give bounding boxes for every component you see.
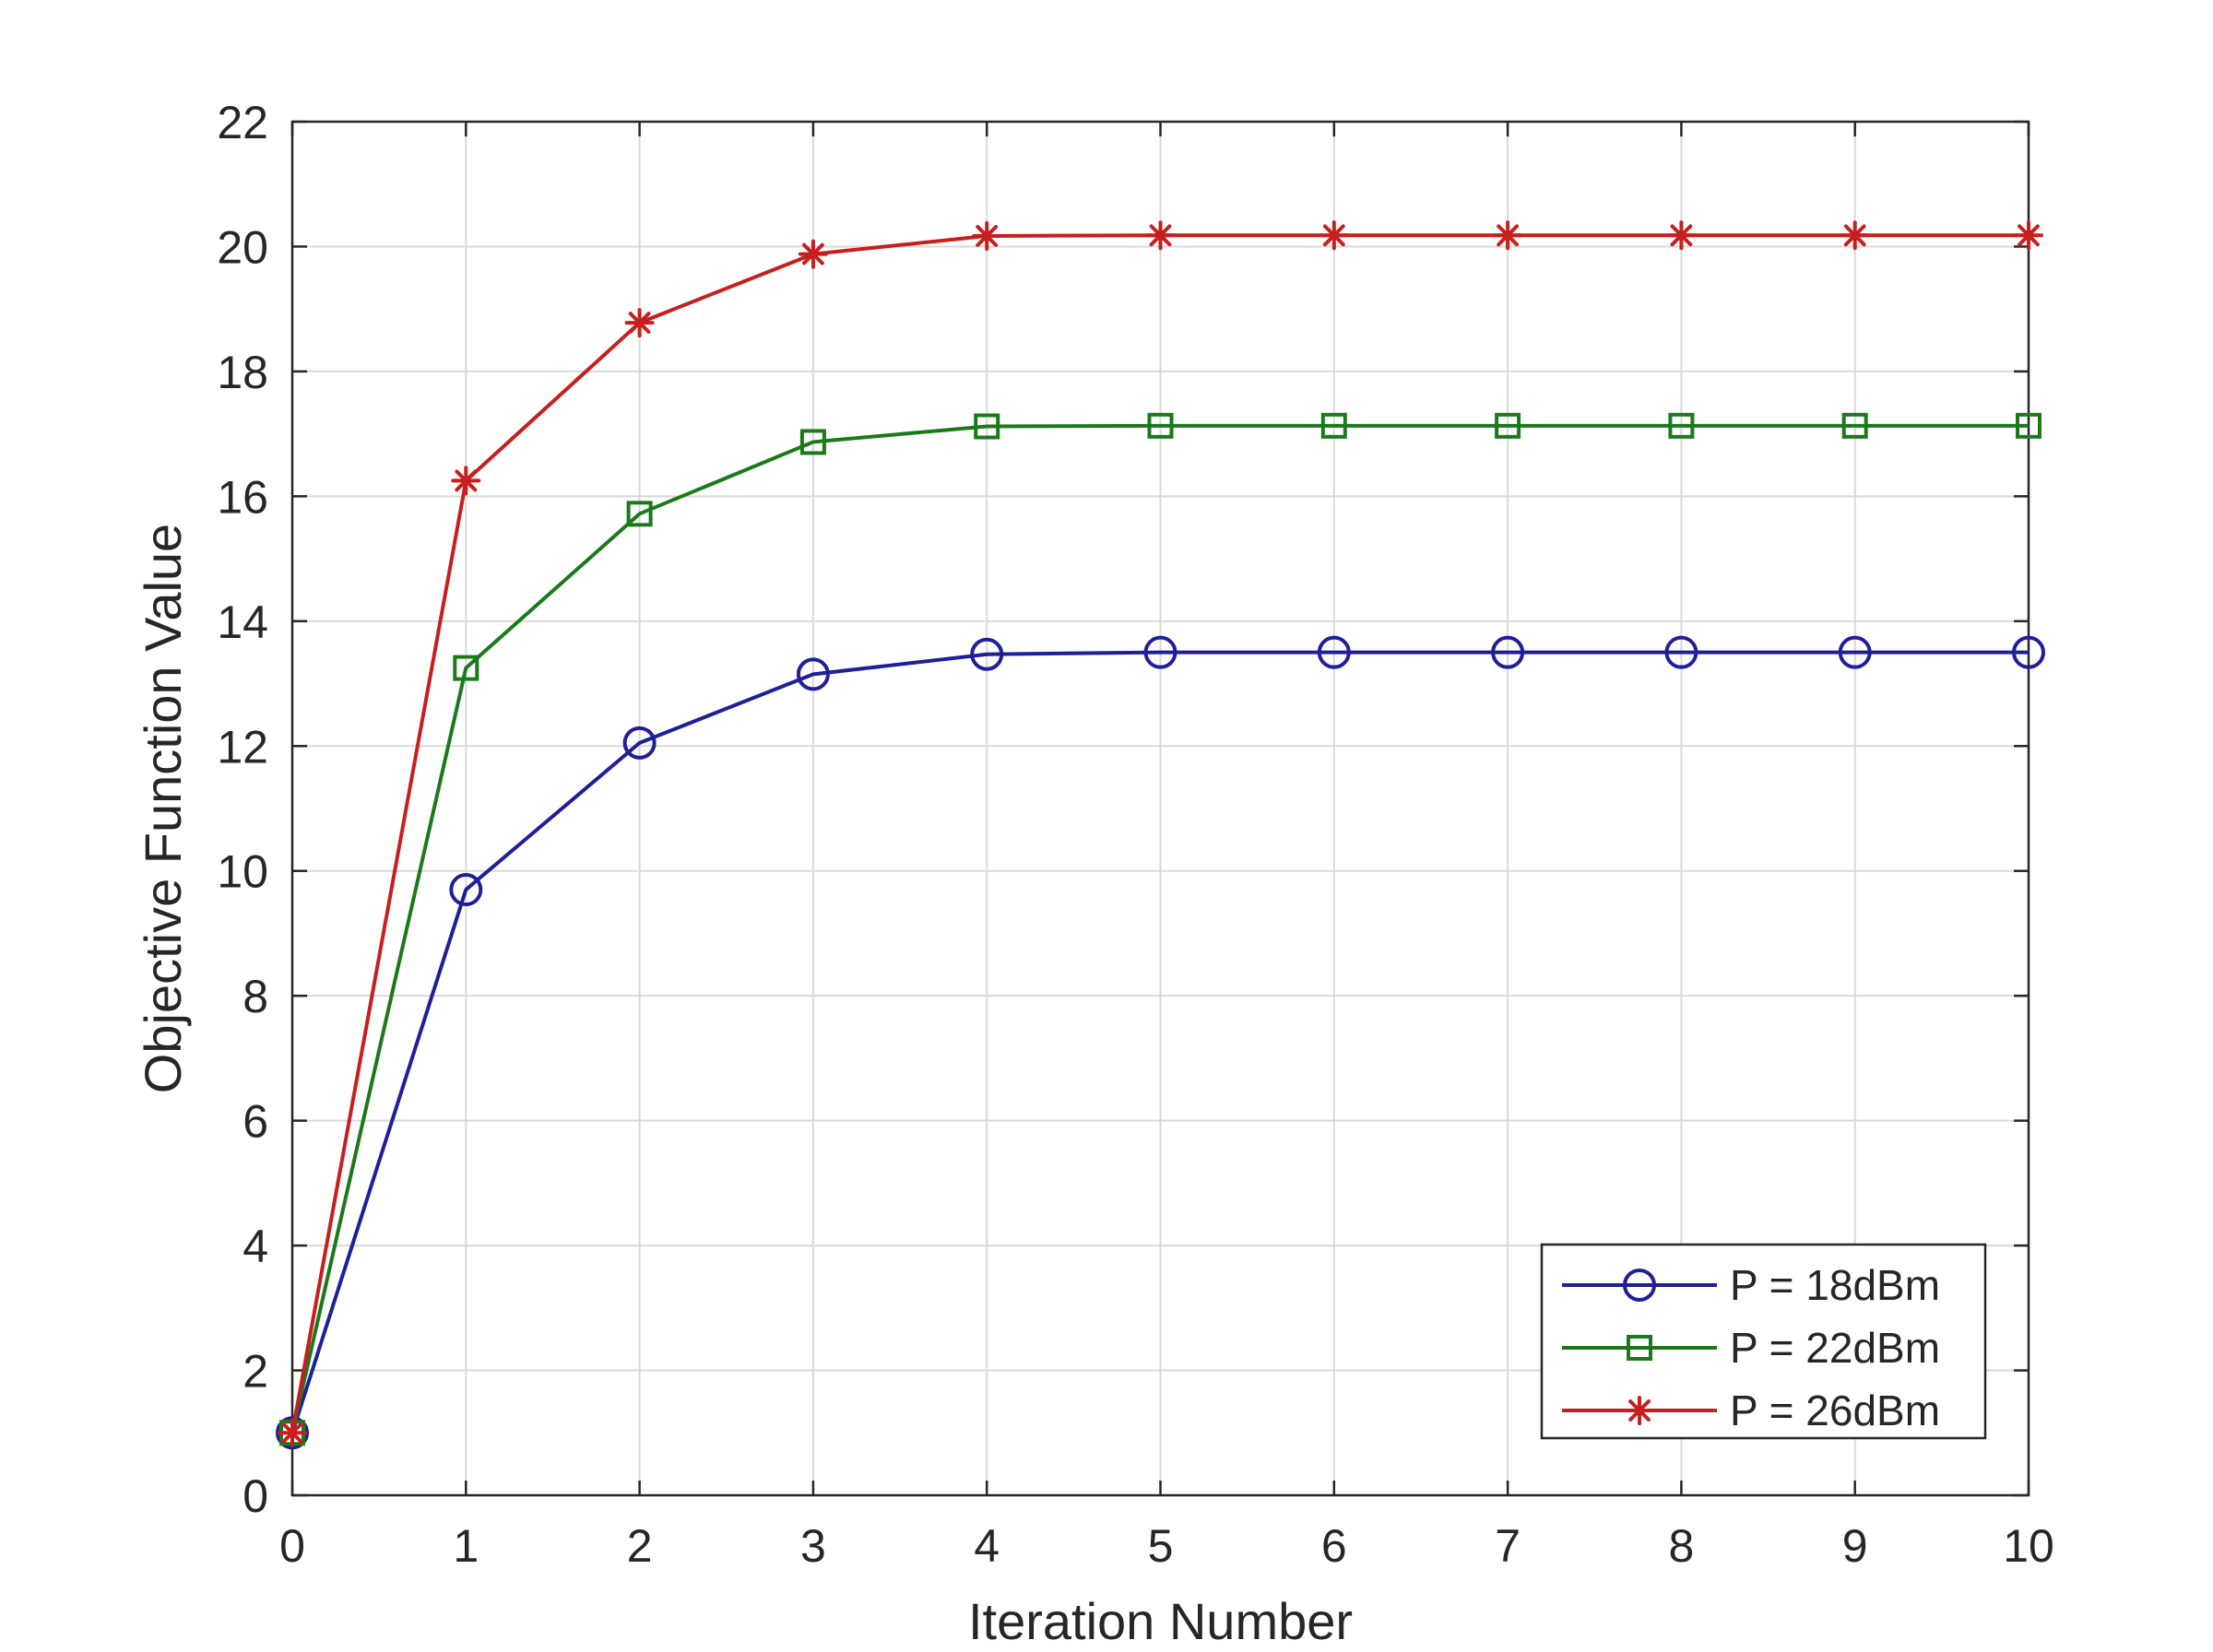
data-point-asterisk	[1666, 220, 1697, 251]
data-point-asterisk	[972, 220, 1002, 251]
data-point-circle	[449, 873, 483, 907]
data-point-circle	[1491, 635, 1525, 669]
y-tick-label: 6	[243, 1096, 268, 1148]
data-point-square	[974, 413, 1000, 440]
legend-label: P = 22dBm	[1730, 1324, 1940, 1372]
y-tick-label: 0	[243, 1470, 268, 1522]
data-point-square	[2016, 412, 2041, 439]
legend-label: P = 26dBm	[1730, 1386, 1940, 1434]
series-line	[290, 423, 2029, 1434]
data-point-circle	[2012, 635, 2045, 669]
data-point-circle	[1664, 635, 1698, 669]
x-axis-label: Iteration Number	[968, 1592, 1353, 1650]
legend-item: P = 26dBm	[1562, 1386, 1940, 1434]
data-point-asterisk	[798, 239, 828, 269]
y-tick-label: 14	[217, 596, 268, 648]
y-tick-label: 22	[217, 97, 268, 148]
series-3	[278, 220, 2043, 1448]
data-point-circle	[796, 657, 830, 691]
data-point-square	[1495, 412, 1521, 439]
y-tick-label: 4	[243, 1221, 268, 1272]
y-tick-label: 8	[243, 971, 268, 1022]
x-tick-label: 0	[279, 1520, 305, 1572]
data-point-asterisk	[1840, 220, 1870, 251]
data-point-square	[799, 429, 826, 455]
data-point-square	[1841, 412, 1868, 439]
series-group	[276, 220, 2045, 1450]
data-point-square	[1147, 412, 1174, 439]
data-point-asterisk	[278, 1418, 307, 1448]
data-point-circle	[1838, 635, 1872, 669]
x-tick-label: 10	[2003, 1520, 2054, 1572]
data-point-square	[1668, 412, 1695, 439]
series-line	[290, 650, 2029, 1434]
y-tick-label: 10	[217, 846, 268, 898]
legend-marker-circle	[1623, 1268, 1656, 1302]
legend-marker-asterisk	[1625, 1396, 1654, 1425]
data-point-asterisk	[2014, 220, 2043, 251]
x-tick-label: 8	[1668, 1520, 1694, 1572]
x-tick-label: 9	[1842, 1520, 1868, 1572]
x-tick-label: 5	[1148, 1520, 1174, 1572]
data-point-circle	[1317, 635, 1351, 669]
y-tick-label: 16	[217, 471, 268, 523]
data-point-asterisk	[1145, 220, 1176, 251]
y-tick-label: 20	[217, 221, 268, 273]
data-point-asterisk	[1319, 220, 1349, 251]
y-axis-label: Objective Function Value	[134, 524, 192, 1093]
legend-label: P = 18dBm	[1730, 1261, 1940, 1309]
x-tick-label: 3	[800, 1520, 826, 1572]
data-point-circle	[622, 726, 657, 760]
x-tick-label: 6	[1321, 1520, 1347, 1572]
y-tick-label: 2	[243, 1346, 268, 1398]
y-tick-label: 18	[217, 347, 268, 398]
legend: P = 18dBm P = 22dBm P = 26dBm	[1540, 1243, 1987, 1440]
x-tick-label: 2	[627, 1520, 653, 1572]
x-tick-label: 7	[1495, 1520, 1521, 1572]
data-point-circle	[1143, 635, 1178, 669]
legend-box	[1540, 1243, 1987, 1440]
legend-item: P = 22dBm	[1562, 1324, 1940, 1372]
y-tick-label: 12	[217, 721, 268, 773]
data-point-square	[1320, 412, 1347, 439]
legend-marker-square	[1627, 1335, 1652, 1361]
data-point-asterisk	[624, 308, 655, 338]
x-tick-label: 4	[974, 1520, 1000, 1572]
data-point-square	[626, 501, 653, 527]
x-tick-label: 1	[453, 1520, 479, 1572]
data-point-asterisk	[1493, 220, 1523, 251]
series-2	[279, 412, 2041, 1446]
data-point-square	[453, 655, 479, 681]
legend-item: P = 18dBm	[1562, 1261, 1940, 1309]
data-point-circle	[970, 637, 1004, 671]
data-point-asterisk	[451, 466, 481, 496]
